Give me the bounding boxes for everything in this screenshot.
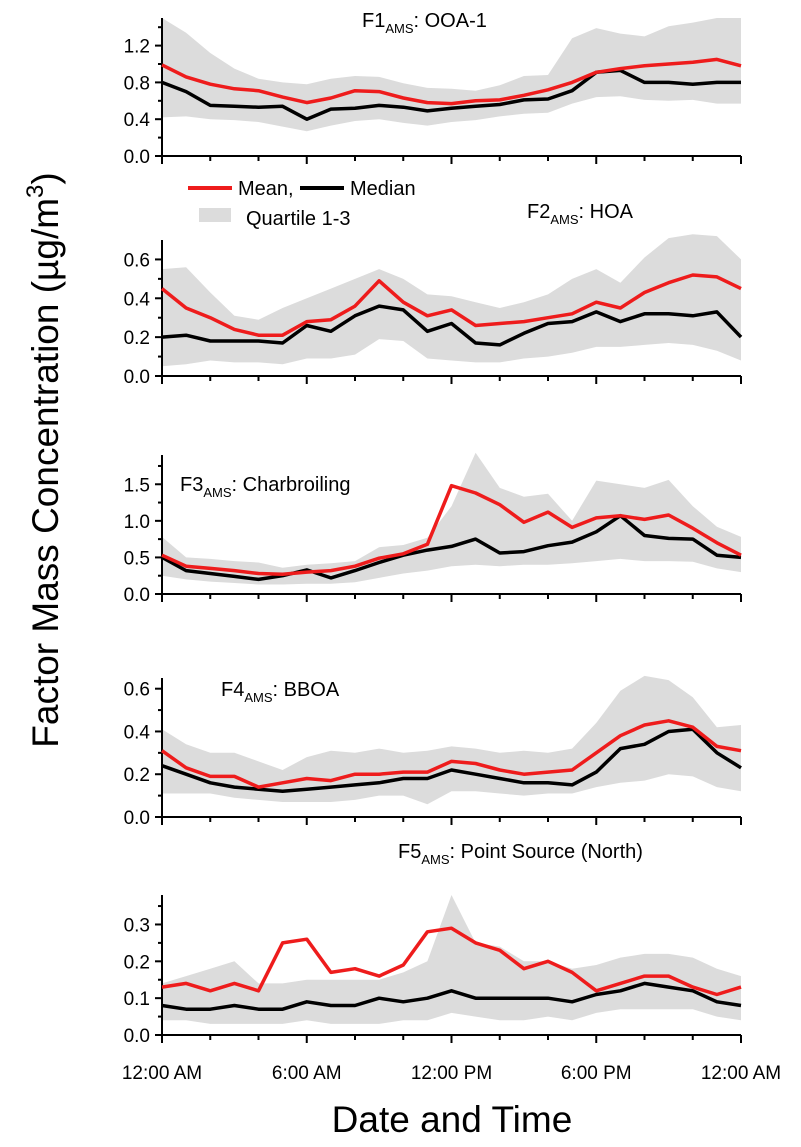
x-tick-label: 12:00 AM [701, 1063, 781, 1084]
panel-title-main: F3 [180, 474, 203, 496]
panel-title-main: F4 [221, 679, 244, 701]
y-tick-label-panel-5: 0.3 [124, 915, 150, 936]
x-tick-label: 12:00 AM [122, 1063, 202, 1084]
y-axis-title: Factor Mass Concentration (µg/m3) [22, 172, 66, 747]
panel-title-subscript: AMS [203, 485, 232, 500]
panel-title-subscript: AMS [421, 852, 450, 867]
quartile-band-panel-5 [162, 895, 741, 1024]
x-tick-label: 12:00 PM [411, 1063, 492, 1084]
panel-title-subscript: AMS [244, 690, 273, 705]
mean-line-panel-3 [161, 483, 742, 576]
y-tick-label-panel-4: 0.4 [124, 722, 151, 743]
panel-title-rest: : Charbroiling [232, 474, 351, 496]
quartile-band-panel-1 [162, 18, 741, 132]
median-line-panel-5 [161, 981, 742, 1011]
y-tick-label-panel-3: 0.0 [124, 585, 150, 606]
panel-title-main: F5 [398, 841, 421, 863]
mean-line-panel-2 [160, 273, 742, 337]
panel-3: 0.0 0.5 1.0 1.5 F3AMS: Charbroiling [124, 452, 742, 606]
y-tick-label-panel-4: 0.2 [124, 765, 150, 786]
y-tick-label-panel-2: 0.4 [124, 289, 151, 310]
x-tick-label: 6:00 AM [272, 1063, 342, 1084]
y-tick-label-panel-1: 0.8 [124, 73, 150, 94]
y-tick-label-panel-3: 1.5 [124, 475, 150, 496]
panel-title-main: F1 [362, 10, 385, 32]
y-axis-title-superscript: 3 [22, 185, 49, 198]
panel-title-main: F2 [527, 201, 550, 223]
y-tick-label-panel-3: 1.0 [124, 512, 150, 533]
panel-1: 0.0 0.4 0.8 1.2 F1AMS: OOA-1 [124, 10, 742, 168]
panel-title-rest: : BBOA [273, 679, 340, 701]
y-tick-label-panel-5: 0.2 [124, 952, 150, 973]
legend-median-label: Median [350, 178, 416, 200]
panel-title-rest: : HOA [579, 201, 634, 223]
panel-title-1: F1AMS: OOA-1 [362, 10, 487, 36]
median-line-panel-1 [161, 68, 741, 121]
panel-title-5: F5AMS: Point Source (North) [398, 841, 643, 867]
y-axis-title-main: Factor Mass Concentration (µg/m [25, 198, 66, 748]
y-tick-label-panel-5: 0.0 [124, 1026, 150, 1047]
panel-5: 0.0 0.1 0.2 0.3 F5AMS: Point Source (North) [124, 841, 742, 1047]
legend-mean-label: Mean, [238, 178, 294, 200]
median-line-panel-2 [161, 304, 743, 347]
quartile-band-panel-3 [162, 452, 741, 585]
x-tick-label: 6:00 PM [561, 1063, 632, 1084]
y-tick-label-panel-5: 0.1 [124, 989, 150, 1010]
panel-title-rest: : OOA-1 [414, 10, 487, 32]
y-tick-label-panel-1: 0.4 [124, 110, 151, 131]
y-tick-label-panel-1: 0.0 [124, 147, 150, 168]
y-tick-label-panel-4: 0.0 [124, 808, 150, 829]
y-axis-title-close: ) [25, 172, 66, 184]
median-line-panel-3 [161, 513, 742, 582]
legend-quartile-label: Quartile 1-3 [246, 208, 351, 230]
panel-title-subscript: AMS [550, 212, 579, 227]
y-tick-label-panel-4: 0.6 [124, 680, 150, 701]
panel-4: 0.0 0.2 0.4 0.6 F4AMS: BBOA [124, 675, 742, 829]
legend-quartile-swatch [199, 208, 231, 222]
y-tick-label-panel-3: 0.5 [124, 548, 150, 569]
panel-title-3: F3AMS: Charbroiling [180, 474, 350, 500]
panel-title-4: F4AMS: BBOA [221, 679, 340, 705]
y-tick-label-panel-2: 0.2 [124, 328, 150, 349]
legend: Mean, Median Quartile 1-3 [188, 178, 416, 230]
mean-line-panel-4 [160, 719, 742, 789]
mean-line-panel-5 [161, 926, 742, 997]
x-axis-title: Date and Time [332, 1099, 573, 1140]
mean-line-panel-1 [161, 57, 742, 106]
panel-title-rest: : Point Source (North) [450, 841, 643, 863]
y-tick-label-panel-2: 0.6 [124, 250, 150, 271]
y-tick-label-panel-2: 0.0 [124, 367, 150, 388]
y-tick-label-panel-1: 1.2 [124, 37, 150, 58]
median-line-panel-4 [161, 727, 742, 794]
panel-title-2: F2AMS: HOA [527, 201, 634, 227]
panel-2: 0.0 0.2 0.4 0.6 F2AMS: HOA [124, 201, 743, 388]
panel-title-subscript: AMS [385, 21, 414, 36]
quartile-band-panel-2 [162, 234, 741, 367]
